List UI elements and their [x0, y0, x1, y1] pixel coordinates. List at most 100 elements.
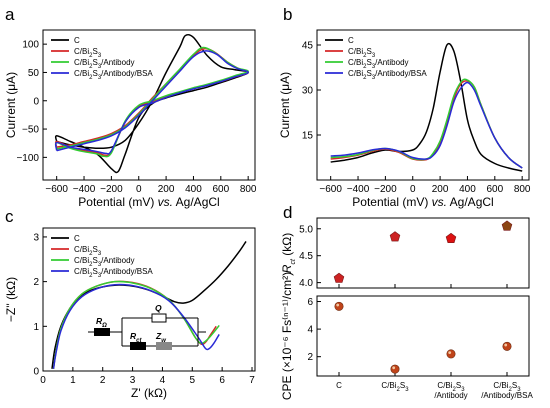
x-tick-label: 0: [136, 184, 142, 195]
x-tick-label: −600: [45, 184, 68, 195]
y-axis-label-cpe: CPE (×10⁻⁶ Fs⁽ⁿ⁻¹⁾/cm²): [280, 272, 294, 400]
category-label: C/Bi2S3: [437, 381, 465, 393]
label-part: C/Bi: [74, 47, 89, 56]
y-tick-label: 45: [302, 41, 314, 52]
legend-entry: C/Bi2S3/Antibody: [74, 256, 135, 268]
x-tick-label: 600: [486, 184, 503, 195]
cpe-point: [446, 349, 456, 359]
x-tick-label: 4: [160, 375, 166, 386]
label-part: C: [348, 36, 354, 45]
circuit-label-q: Q: [155, 303, 162, 313]
x-axis-label: Potential (mV) vs. Ag/AgCl: [352, 195, 493, 209]
legend-entry: C/Bi2S3: [74, 245, 102, 257]
cpe-point-highlight: [392, 366, 396, 370]
y-tick-label: 1: [33, 322, 39, 333]
rct-point: [445, 232, 457, 243]
legend-entry: C/Bi2S3/Antibody/BSA: [74, 69, 153, 81]
label-subscript: 2: [89, 262, 93, 268]
plot-frame: [42, 227, 256, 372]
label-part: C/Bi: [74, 256, 89, 265]
label-part: C/Bi: [348, 58, 363, 67]
category-label: C/Bi2S3: [493, 381, 521, 393]
series-line-3: [52, 283, 220, 369]
label-part: /Antibody/BSA: [101, 267, 153, 276]
label-subscript: 3: [98, 251, 102, 257]
x-tick-label: 200: [432, 184, 449, 195]
x-tick-label: 0: [410, 184, 416, 195]
x-tick-label: 800: [514, 184, 531, 195]
y-tick-label: 0: [33, 96, 39, 107]
label-subscript: 2: [363, 75, 367, 81]
label-part: /Antibody/BSA: [101, 69, 153, 78]
label-part: S: [92, 69, 97, 78]
legend-entry: C: [74, 234, 80, 243]
label-part: R: [280, 264, 294, 273]
y-tick-label: 100: [22, 40, 39, 51]
series-line-3: [54, 50, 249, 155]
x-tick-label: 400: [185, 184, 202, 195]
category-label: /Antibody/BSA: [481, 391, 533, 400]
label-part: C/Bi: [74, 58, 89, 67]
label-part: C: [336, 381, 342, 390]
y-tick-label: 3: [33, 232, 39, 243]
label-subscript: 2: [509, 387, 513, 393]
cpe-point-highlight: [448, 351, 452, 355]
x-axis-label: Z' (kΩ): [131, 386, 167, 400]
label-part: R: [96, 316, 103, 326]
label-part: S: [92, 58, 97, 67]
x-tick-label: 600: [212, 184, 229, 195]
label-part: C: [74, 234, 80, 243]
label-subscript: 3: [372, 64, 376, 70]
circuit-cpe: [151, 313, 167, 323]
panel-letter: b: [283, 5, 292, 24]
label-subscript: Ω: [101, 323, 107, 329]
label-part: S: [92, 267, 97, 276]
y-tick-label: 6: [307, 297, 313, 308]
x-tick-label: 200: [158, 184, 175, 195]
label-part: C/Bi: [381, 381, 396, 390]
label-subscript: 3: [98, 262, 102, 268]
label-subscript: 3: [98, 75, 102, 81]
label-part: vs.: [158, 195, 173, 209]
label-part: R: [130, 331, 137, 341]
legend-entry: C: [74, 36, 80, 45]
cpe-point: [390, 364, 400, 374]
label-subscript: 2: [453, 387, 457, 393]
cpe-point-highlight: [336, 303, 340, 307]
label-part: S: [366, 69, 371, 78]
panel-letter: c: [5, 207, 14, 226]
rct-point: [501, 220, 513, 231]
plot-frame: [42, 29, 256, 181]
circuit-label-rct: Rct: [130, 331, 142, 344]
y-tick-label: 15: [302, 131, 314, 142]
label-part: Potential (mV): [78, 195, 157, 209]
series-line-3: [330, 81, 523, 169]
circuit-resistor-rs: [94, 328, 110, 336]
label-part: S: [92, 47, 97, 56]
label-part: C/Bi: [74, 245, 89, 254]
x-tick-label: 800: [240, 184, 257, 195]
cpe-point: [334, 301, 344, 311]
label-subscript: w: [161, 338, 166, 344]
label-subscript: 2: [397, 387, 401, 393]
label-part: C/Bi: [348, 47, 363, 56]
cpe-point-highlight: [504, 343, 508, 347]
label-part: S: [456, 381, 461, 390]
x-tick-label: 400: [459, 184, 476, 195]
y-tick-label: 50: [28, 68, 40, 79]
subplot-frame-top: [316, 217, 530, 289]
label-subscript: 3: [98, 53, 102, 59]
label-part: S: [366, 47, 371, 56]
cpe-point: [502, 341, 512, 351]
rct-point: [333, 272, 345, 283]
x-tick-label: 3: [130, 375, 136, 386]
label-part: C: [74, 36, 80, 45]
series-line-2: [52, 280, 220, 369]
legend-entry: C/Bi2S3: [74, 47, 102, 59]
x-tick-label: −200: [100, 184, 123, 195]
label-subscript: 2: [89, 64, 93, 70]
label-subscript: 3: [98, 273, 102, 279]
panel-letter: d: [283, 203, 292, 222]
